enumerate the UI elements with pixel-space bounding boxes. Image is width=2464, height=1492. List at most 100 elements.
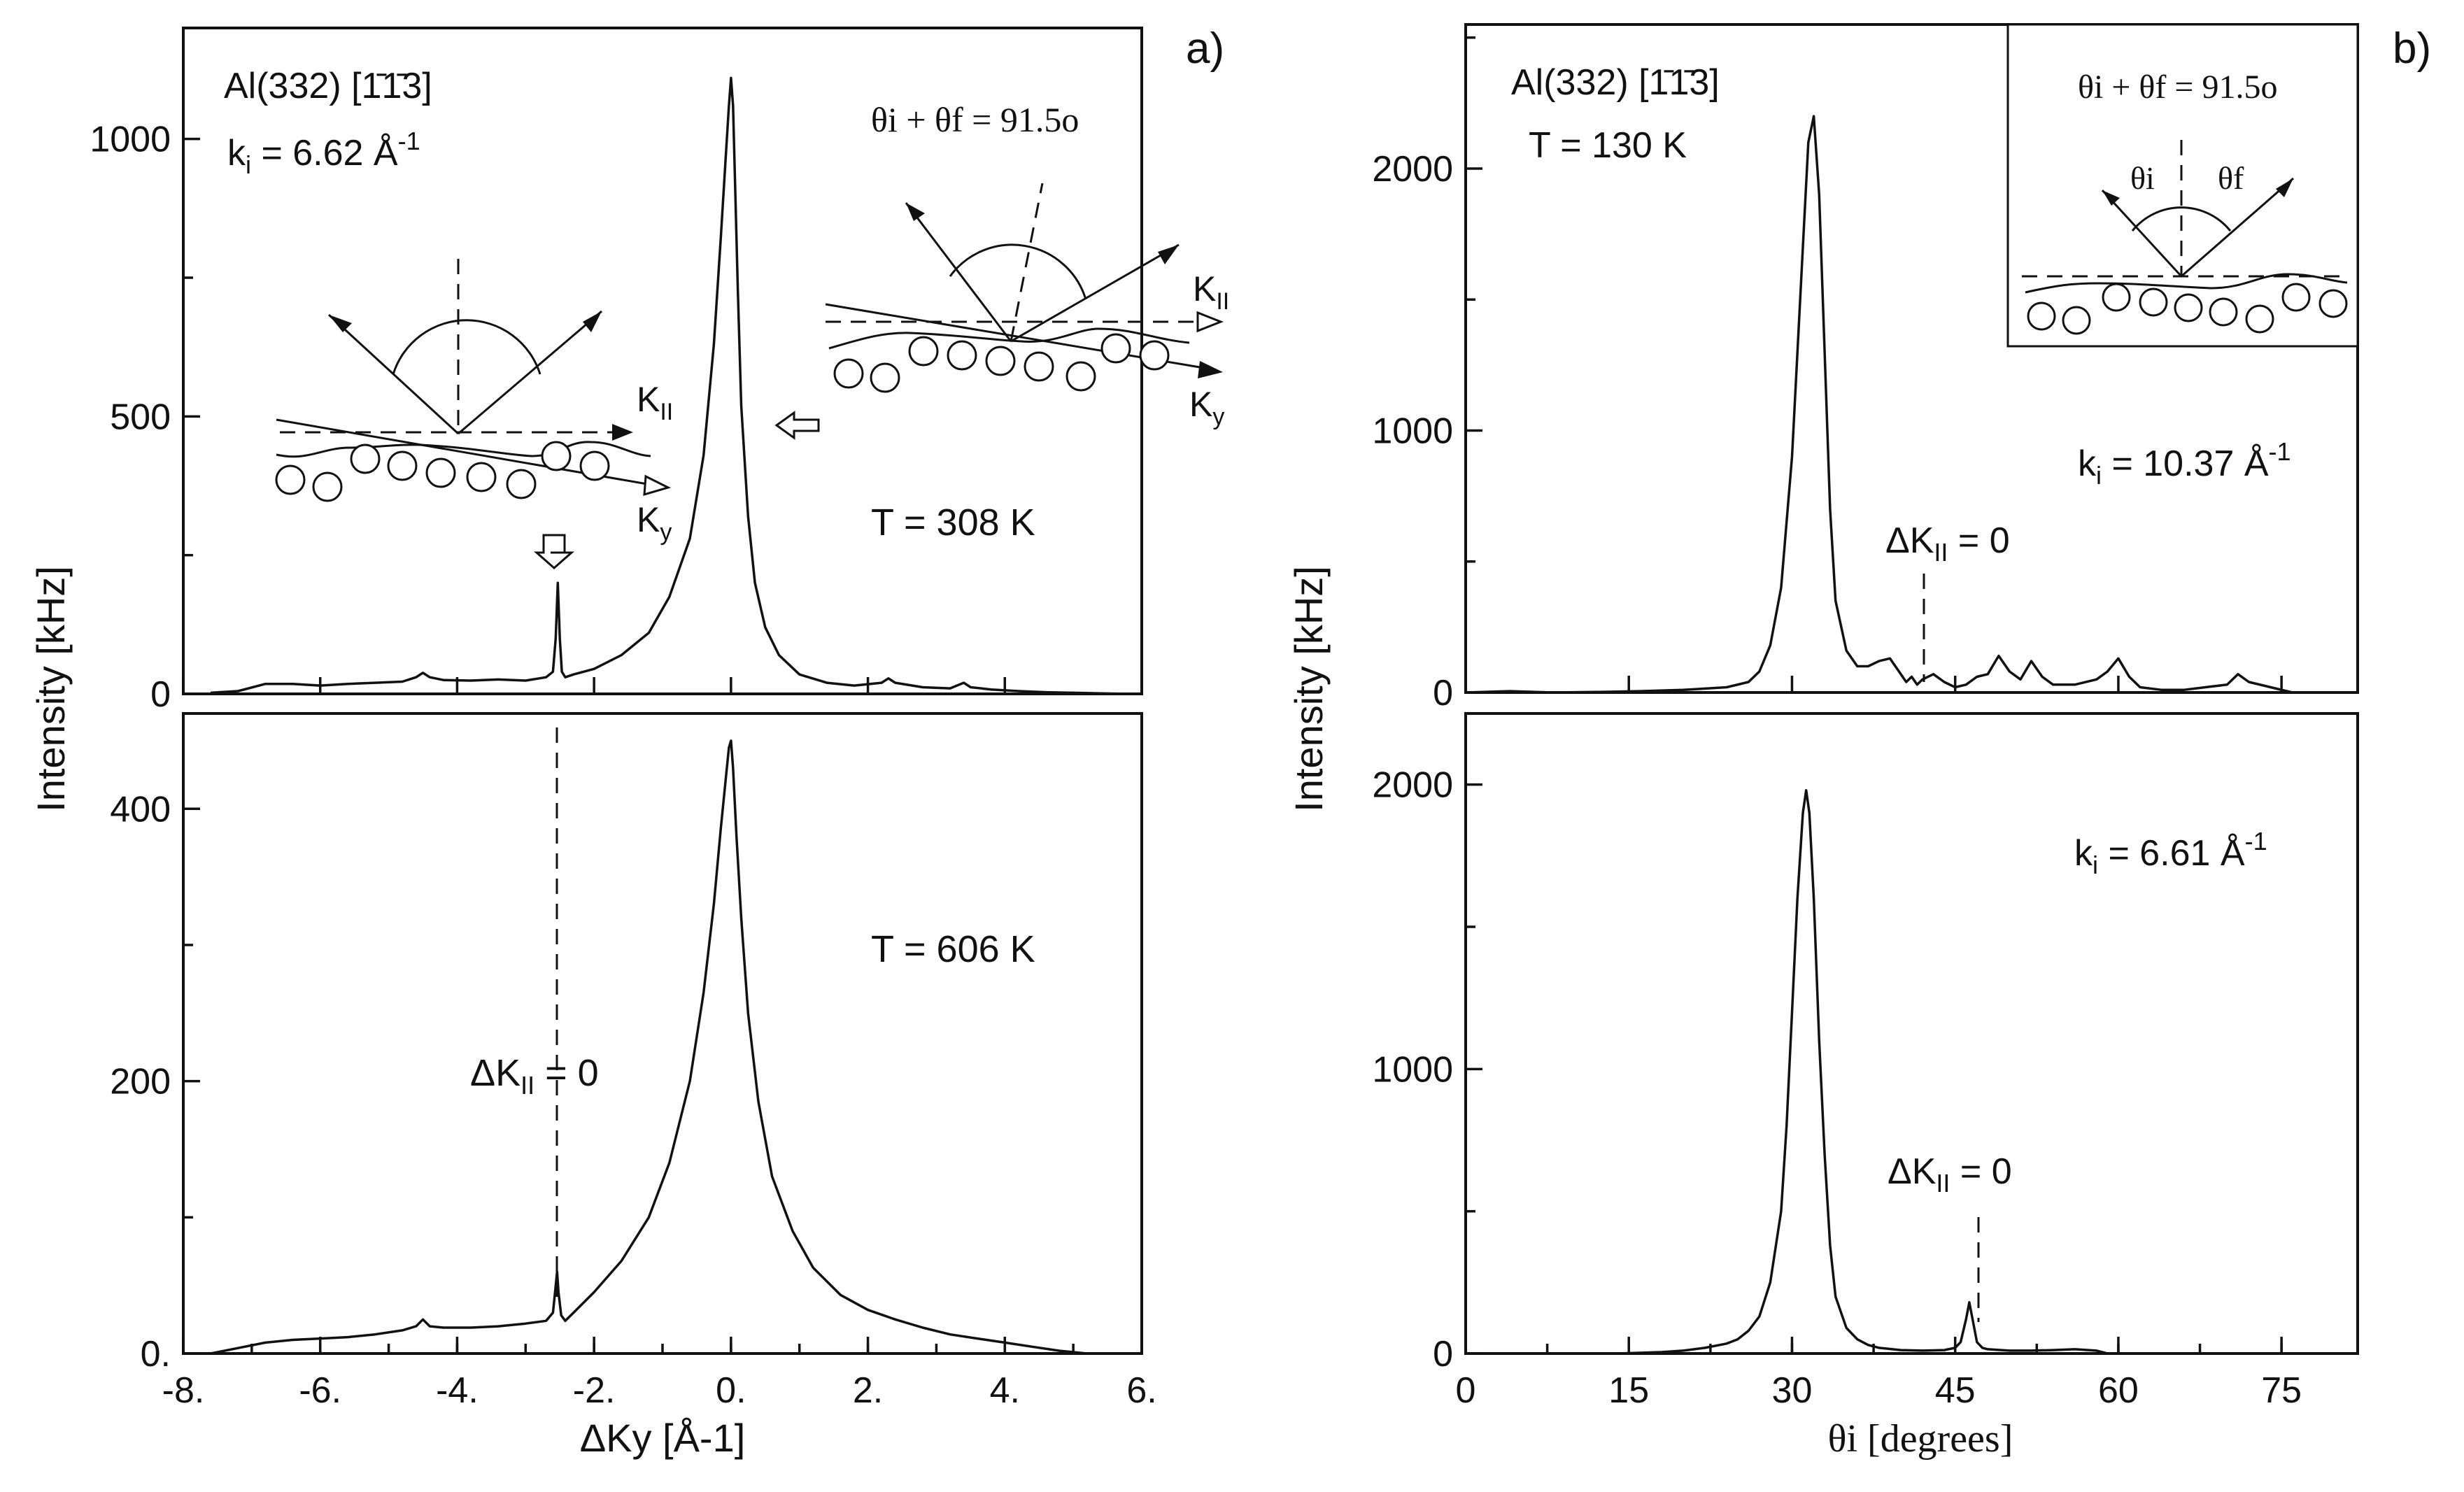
panel-a-bottom-series-line — [210, 739, 1087, 1355]
panel-b-bottom-dk-label: ΔKII = 0 — [1888, 1151, 2012, 1198]
arrowhead-icon — [1198, 361, 1223, 378]
atom-circle — [1024, 351, 1054, 382]
x-tick-label: 45 — [1935, 1370, 1976, 1411]
atom-circle — [908, 336, 939, 367]
x-tick-label: 30 — [1772, 1370, 1813, 1411]
atom-circle — [2062, 306, 2091, 335]
scattered-beam-line — [1010, 243, 1180, 343]
atom-circle — [541, 441, 572, 471]
y-tick-label: 0 — [150, 674, 171, 715]
angle-arc — [949, 243, 1087, 300]
x-tick-label: 2. — [853, 1370, 883, 1411]
atom-circle — [579, 450, 610, 481]
atom-circle — [275, 464, 306, 495]
arrowhead-icon — [612, 424, 633, 441]
atom-circle — [1139, 340, 1170, 371]
inset-theta-sum: θi + θf = 91.5o — [2078, 69, 2277, 106]
x-tick-label: -8. — [162, 1370, 205, 1411]
scattered-beam-line — [2181, 177, 2294, 278]
arrowhead-icon — [643, 474, 672, 497]
panel-a-xlabel: ΔKy [Å-1] — [580, 1416, 746, 1460]
panel-b-top: 0 1000 2000 Al(332) [1̄1̄3] T = 130 K ki =… — [1372, 23, 2431, 713]
scattering-geometry-inset-left: KII Ky — [275, 259, 673, 546]
left-arrow-icon — [774, 411, 820, 440]
atom-circle — [350, 443, 381, 474]
panel-b-top-surface-label: Al(332) [1̄1̄3] — [1511, 62, 1720, 103]
x-tick-label: 6. — [1126, 1370, 1156, 1411]
atom-circle — [870, 362, 900, 393]
kpar-label: KII — [637, 380, 673, 425]
y-tick-label: 0 — [1433, 1334, 1453, 1374]
x-tick-label: 75 — [2261, 1370, 2302, 1411]
y-tick-label: 1000 — [1372, 1049, 1453, 1090]
panel-a-label: a) — [1186, 24, 1224, 73]
arrowhead-icon — [1196, 311, 1224, 333]
atom-circle — [387, 450, 418, 481]
arrowhead-icon — [2276, 178, 2293, 197]
y-tick-label: 400 — [110, 789, 171, 830]
y-tick-label: 0 — [1433, 673, 1453, 713]
x-tick-label: 0. — [716, 1370, 746, 1411]
panel-a-top-surface-label: Al(332) [1̄1̄3] — [224, 66, 432, 106]
panel-a-bottom-yticks: 0. 200 400 — [110, 789, 200, 1374]
panel-b-top-temp: T = 130 K — [1529, 125, 1687, 166]
x-tick-label: 0 — [1456, 1370, 1476, 1411]
panel-b-bottom-xticks: 0 15 30 45 60 75 — [1456, 1337, 2302, 1411]
atom-circle — [2102, 283, 2131, 312]
panel-b-top-yticks: 0 1000 2000 — [1372, 36, 2283, 713]
panel-b-label: b) — [2393, 24, 2431, 73]
x-tick-label: -2. — [573, 1370, 616, 1411]
atom-circle — [2281, 283, 2311, 312]
surface-profile-line — [2025, 273, 2348, 294]
scattering-geometry-inset-right: KII Ky — [825, 183, 1229, 430]
ky-axis-line — [825, 303, 1201, 369]
arrowhead-icon — [329, 315, 352, 332]
incident-beam-line — [905, 202, 1012, 342]
panel-b-bottom-yticks: 0 1000 2000 — [1372, 765, 1482, 1374]
x-tick-label: -4. — [436, 1370, 479, 1411]
atom-circle — [985, 346, 1016, 376]
atom-circle — [312, 471, 343, 502]
panel-a-bottom-xticks: -8. -6. -4. -2. 0. 2. 4. 6. — [162, 1337, 1157, 1411]
atom-circle — [2245, 304, 2274, 334]
y-tick-label: 2000 — [1372, 765, 1453, 806]
angle-arc — [392, 319, 541, 375]
atom-circle — [2139, 287, 2168, 317]
theta-i-label: θi — [2130, 160, 2155, 196]
panel-b-top-ki-label: ki = 10.37 Å-1 — [2078, 437, 2291, 490]
arrowhead-icon — [583, 311, 602, 332]
atom-circle — [1100, 333, 1131, 364]
panel-b-ylabel: Intensity [kHz] — [1287, 566, 1331, 812]
scattered-beam-line — [458, 310, 602, 435]
down-arrow-icon — [534, 534, 574, 569]
atom-circle — [506, 469, 537, 499]
panel-a-top-temp: T = 308 K — [871, 502, 1035, 543]
x-tick-label: -6. — [299, 1370, 341, 1411]
y-tick-label: 0. — [141, 1334, 171, 1374]
x-tick-label: 15 — [1608, 1370, 1649, 1411]
y-tick-label: 500 — [110, 397, 171, 437]
scattering-geometry-inset-box: θi + θf = 91.5o θi θf — [2006, 23, 2359, 348]
panel-a-top-ki-label: ki = 6.62 Å-1 — [227, 127, 420, 179]
atom-circle — [1065, 361, 1096, 392]
arrowhead-icon — [1158, 245, 1179, 264]
panel-a-top: 0 500 1000 Al(332) [1̄1̄3] ki = 6.62 Å-1 θ… — [90, 24, 1229, 715]
y-tick-label: 1000 — [90, 120, 171, 160]
surface-profile-line — [828, 327, 1190, 350]
arrowhead-icon — [2102, 190, 2120, 206]
arrowhead-icon — [906, 203, 925, 221]
atom-circle — [833, 358, 864, 389]
atom-circle — [2209, 297, 2238, 327]
atom-circle — [2174, 293, 2203, 322]
theta-f-label: θf — [2218, 160, 2244, 196]
panel-b-bottom: 0 1000 2000 0 15 30 45 60 75 ki = 6.61 Å-1 ΔKII… — [1372, 712, 2359, 1461]
surface-profile-line — [276, 441, 651, 458]
atom-circle — [2318, 289, 2348, 318]
panel-b-bottom-ki-label: ki = 6.61 Å-1 — [2074, 827, 2267, 879]
atom-circle — [425, 457, 456, 488]
panel-b-top-frame — [1464, 23, 2359, 694]
atom-circle — [466, 462, 497, 492]
panel-a-top-yticks: 0 500 1000 — [90, 120, 1143, 715]
